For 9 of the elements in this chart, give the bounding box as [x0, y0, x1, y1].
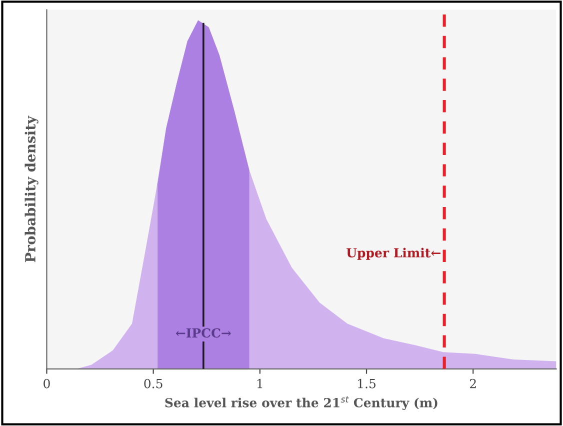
annotation: ←IPCC→ — [176, 328, 231, 338]
y-axis-title: Probability density — [24, 116, 38, 262]
x-axis-title: Sea level rise over the 21$^{st}$ Century (m) — [165, 396, 438, 410]
x-tick-label: 0.5 — [144, 378, 162, 388]
ref-line-label: Upper Limit← — [346, 248, 440, 260]
x-tick-label: 1.5 — [358, 378, 376, 388]
x-tick-label: 2 — [470, 378, 476, 388]
x-tick-label: 0 — [44, 378, 50, 388]
x-tick-label: 1 — [257, 378, 262, 388]
